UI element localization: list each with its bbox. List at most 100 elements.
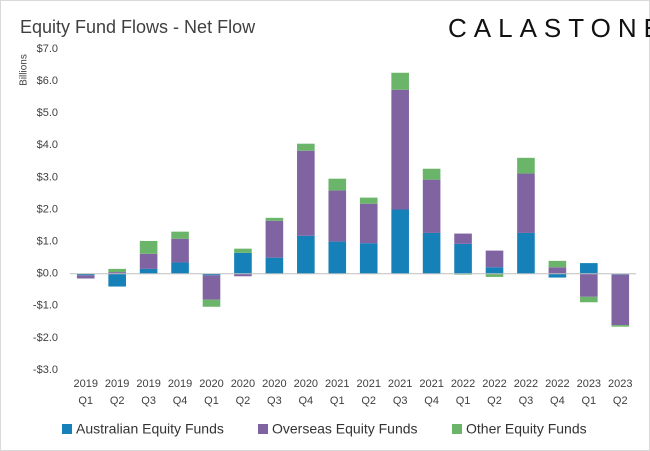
bar-segment bbox=[517, 157, 535, 174]
x-tick-label: 2019 bbox=[73, 378, 97, 390]
bar-segment bbox=[265, 257, 284, 274]
x-tick-label: 2021 bbox=[419, 378, 443, 390]
bar-segment bbox=[202, 275, 221, 300]
legend-label: Overseas Equity Funds bbox=[272, 421, 418, 437]
bar-segment bbox=[139, 253, 158, 269]
bar-segment bbox=[454, 233, 472, 244]
bar-segment bbox=[76, 275, 95, 279]
x-tick-label: 2023 bbox=[577, 378, 601, 390]
y-tick-label: $2.0 bbox=[37, 203, 58, 215]
bar-segment bbox=[108, 268, 126, 273]
bar-segment bbox=[422, 179, 441, 233]
bar-segment bbox=[108, 272, 126, 274]
x-tick-label: Q1 bbox=[456, 395, 471, 407]
x-tick-label: Q1 bbox=[78, 395, 93, 407]
y-tick-label: $4.0 bbox=[37, 139, 58, 151]
bar-segment bbox=[171, 262, 189, 274]
bar-segment bbox=[297, 143, 315, 151]
bar-segment bbox=[485, 250, 504, 268]
bar-segment bbox=[359, 197, 378, 204]
bar-segment bbox=[328, 178, 347, 191]
y-tick-label: $0.0 bbox=[37, 268, 58, 280]
bar-segment bbox=[265, 220, 284, 258]
bar-segment bbox=[76, 273, 95, 276]
legend-swatch bbox=[452, 424, 462, 434]
bar-segment bbox=[517, 232, 535, 274]
bar-segment bbox=[171, 231, 189, 239]
bar-segment bbox=[265, 217, 284, 221]
bar-segment bbox=[454, 243, 472, 274]
y-tick-label: -$1.0 bbox=[33, 300, 58, 312]
bar-segment bbox=[108, 273, 126, 287]
bar-segment bbox=[611, 325, 630, 327]
x-tick-label: Q2 bbox=[236, 395, 251, 407]
legend-label: Australian Equity Funds bbox=[76, 421, 224, 437]
x-tick-label: 2022 bbox=[451, 378, 475, 390]
x-tick-label: 2021 bbox=[325, 378, 349, 390]
bar-segment bbox=[580, 273, 598, 297]
x-tick-label: 2020 bbox=[231, 378, 255, 390]
bar-segment bbox=[422, 168, 441, 180]
x-tick-label: 2023 bbox=[608, 378, 632, 390]
x-tick-label: Q2 bbox=[361, 395, 376, 407]
bar-segment bbox=[391, 209, 409, 274]
legend-label: Other Equity Funds bbox=[466, 421, 587, 437]
bar-segment bbox=[234, 273, 252, 277]
x-tick-label: Q4 bbox=[424, 395, 439, 407]
bar-segment bbox=[611, 274, 630, 326]
y-tick-label: -$3.0 bbox=[33, 364, 58, 376]
x-tick-label: Q3 bbox=[519, 395, 534, 407]
x-tick-label: 2021 bbox=[356, 378, 380, 390]
y-tick-label: $7.0 bbox=[37, 43, 58, 55]
bar-segment bbox=[359, 243, 378, 274]
bar-segment bbox=[139, 240, 158, 254]
x-tick-label: 2019 bbox=[136, 378, 160, 390]
y-tick-label: $3.0 bbox=[37, 171, 58, 183]
x-tick-label: Q2 bbox=[613, 395, 628, 407]
x-tick-label: 2022 bbox=[545, 378, 569, 390]
x-tick-label: 2022 bbox=[514, 378, 538, 390]
y-tick-label: $5.0 bbox=[37, 107, 58, 119]
legend-swatch bbox=[62, 424, 72, 434]
bar-segment bbox=[580, 263, 598, 274]
bar-segment bbox=[391, 89, 409, 210]
x-tick-label: Q4 bbox=[298, 395, 313, 407]
x-tick-label: Q2 bbox=[487, 395, 502, 407]
bar-segment bbox=[485, 273, 504, 277]
x-tick-label: Q4 bbox=[173, 395, 188, 407]
brand-logo: CALASTONE bbox=[448, 13, 650, 43]
bar-segment bbox=[297, 235, 315, 274]
bar-segment bbox=[548, 260, 567, 268]
bar-segment bbox=[202, 299, 221, 307]
x-tick-label: Q1 bbox=[581, 395, 596, 407]
x-tick-label: 2022 bbox=[482, 378, 506, 390]
x-tick-label: Q4 bbox=[550, 395, 565, 407]
bar-segment bbox=[548, 267, 567, 274]
chart-title: Equity Fund Flows - Net Flow bbox=[20, 17, 256, 37]
bar-segment bbox=[422, 232, 441, 274]
bar-segment bbox=[171, 238, 189, 263]
x-tick-label: 2020 bbox=[199, 378, 223, 390]
bar-segment bbox=[328, 241, 347, 274]
bar-segment bbox=[297, 150, 315, 236]
bar-segment bbox=[234, 252, 252, 274]
x-tick-label: Q3 bbox=[267, 395, 282, 407]
x-tick-label: Q3 bbox=[393, 395, 408, 407]
bar-segment bbox=[548, 273, 567, 278]
x-tick-label: 2020 bbox=[294, 378, 318, 390]
bar-segment bbox=[391, 72, 409, 90]
bar-segment bbox=[328, 190, 347, 242]
x-tick-label: Q1 bbox=[330, 395, 345, 407]
y-axis-label: Billions bbox=[19, 54, 30, 86]
bar-segment bbox=[202, 273, 221, 276]
x-tick-label: 2020 bbox=[262, 378, 286, 390]
x-tick-label: 2021 bbox=[388, 378, 412, 390]
y-tick-label: $6.0 bbox=[37, 75, 58, 87]
x-tick-label: Q3 bbox=[141, 395, 156, 407]
y-tick-label: $1.0 bbox=[37, 236, 58, 248]
bar-segment bbox=[359, 203, 378, 244]
bar-segment bbox=[139, 268, 158, 274]
x-tick-label: 2019 bbox=[168, 378, 192, 390]
